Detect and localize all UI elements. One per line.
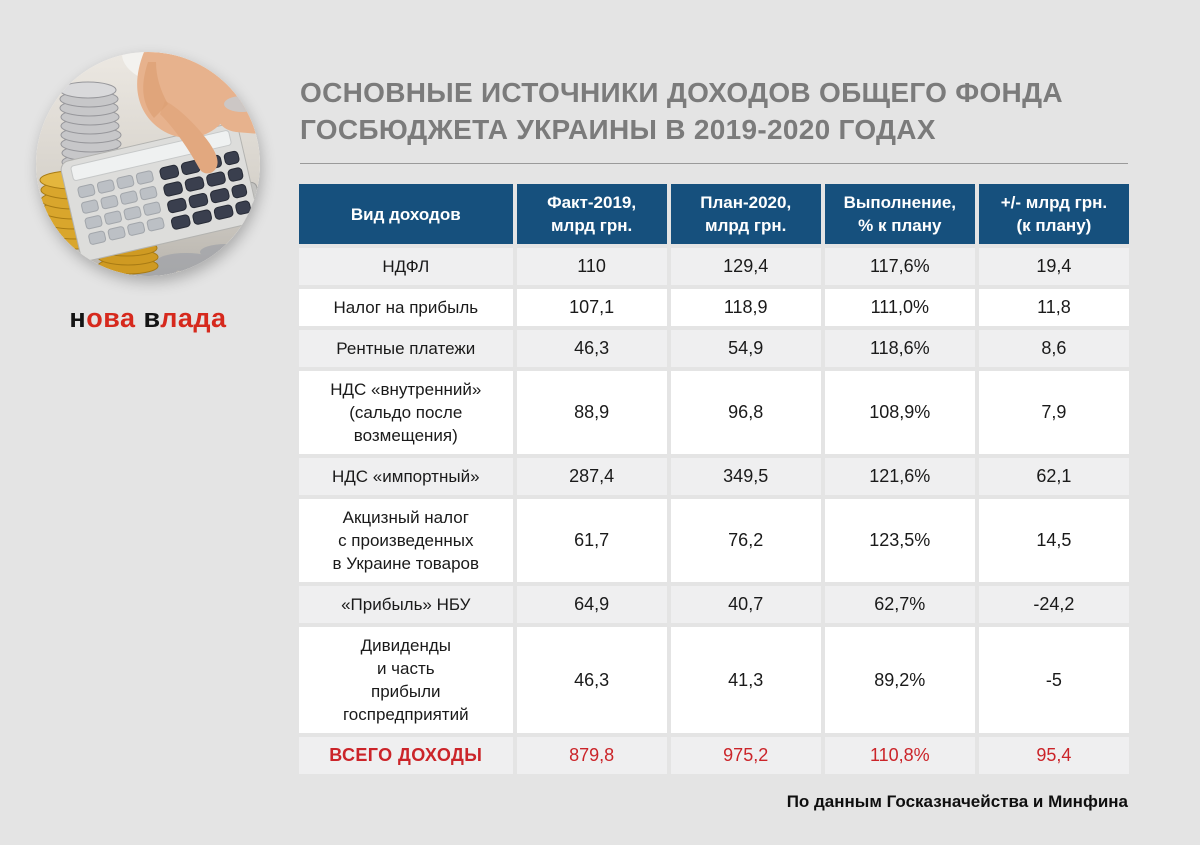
delta-cell: 11,8 [978, 289, 1129, 326]
column-header: Вид доходов [299, 184, 513, 244]
table-row: НДС «импортный» 287,4 349,5 121,6% 62,1 [299, 458, 1129, 495]
fact-2019-cell: 287,4 [516, 458, 667, 495]
delta-cell: 95,4 [978, 737, 1129, 774]
plan-2020-cell: 41,3 [670, 627, 821, 733]
column-header: Факт-2019, млрд грн. [516, 184, 667, 244]
source-note: По данным Госказначейства и Минфина [786, 792, 1128, 811]
calculator-coins-photo-illustration [36, 52, 260, 276]
plan-2020-cell: 96,8 [670, 371, 821, 454]
page-title: ОСНОВНЫЕ ИСТОЧНИКИ ДОХОДОВ ОБЩЕГО ФОНДА … [300, 74, 1128, 148]
execution-cell: 110,8% [824, 737, 975, 774]
plan-2020-cell: 129,4 [670, 248, 821, 285]
row-label-cell: «Прибыль» НБУ [299, 586, 513, 623]
page-title-line1: ОСНОВНЫЕ ИСТОЧНИКИ ДОХОДОВ ОБЩЕГО ФОНДА [300, 77, 1063, 108]
fact-2019-cell: 879,8 [516, 737, 667, 774]
plan-2020-cell: 118,9 [670, 289, 821, 326]
delta-cell: -5 [978, 627, 1129, 733]
table-row: Дивиденды и часть прибыли госпредприятий… [299, 627, 1129, 733]
execution-cell: 89,2% [824, 627, 975, 733]
row-label-cell: НДС «импортный» [299, 458, 513, 495]
table-body: НДФЛ 110 129,4 117,6% 19,4 Налог на прибыль 10… [299, 248, 1129, 774]
execution-cell: 118,6% [824, 330, 975, 367]
column-header: План-2020, млрд грн. [670, 184, 821, 244]
title-divider [300, 163, 1128, 164]
total-row: ВСЕГО ДОХОДЫ 879,8 975,2 110,8% 95,4 [299, 737, 1129, 774]
logo-word-vlada: влада [143, 303, 227, 333]
page-title-line2: ГОСБЮДЖЕТА УКРАИНЫ В 2019-2020 ГОДАХ [300, 114, 936, 145]
row-label-cell: Налог на прибыль [299, 289, 513, 326]
fact-2019-cell: 110 [516, 248, 667, 285]
logo: нова влада [36, 303, 260, 334]
execution-cell: 62,7% [824, 586, 975, 623]
fact-2019-cell: 107,1 [516, 289, 667, 326]
row-label-cell: ВСЕГО ДОХОДЫ [299, 737, 513, 774]
table-header-row: Вид доходов Факт-2019, млрд грн. План-2020… [299, 184, 1129, 244]
delta-cell: 62,1 [978, 458, 1129, 495]
main-content: ОСНОВНЫЕ ИСТОЧНИКИ ДОХОДОВ ОБЩЕГО ФОНДА … [299, 74, 1129, 812]
row-label-cell: НДС «внутренний» (сальдо после возмещени… [299, 371, 513, 454]
row-label-cell: Акцизный налог с произведенных в Украине… [299, 499, 513, 582]
execution-cell: 117,6% [824, 248, 975, 285]
row-label-cell: НДФЛ [299, 248, 513, 285]
execution-cell: 121,6% [824, 458, 975, 495]
table-row: Налог на прибыль 107,1 118,9 111,0% 11,8 [299, 289, 1129, 326]
table-row: НДС «внутренний» (сальдо после возмещени… [299, 371, 1129, 454]
column-header: +/- млрд грн. (к плану) [978, 184, 1129, 244]
plan-2020-cell: 40,7 [670, 586, 821, 623]
execution-cell: 123,5% [824, 499, 975, 582]
delta-cell: 7,9 [978, 371, 1129, 454]
column-header: Выполнение, % к плану [824, 184, 975, 244]
plan-2020-cell: 76,2 [670, 499, 821, 582]
execution-cell: 111,0% [824, 289, 975, 326]
delta-cell: 14,5 [978, 499, 1129, 582]
logo-word-nova: нова [69, 303, 136, 333]
row-label-cell: Рентные платежи [299, 330, 513, 367]
delta-cell: 8,6 [978, 330, 1129, 367]
table-row: «Прибыль» НБУ 64,9 40,7 62,7% -24,2 [299, 586, 1129, 623]
fact-2019-cell: 64,9 [516, 586, 667, 623]
budget-table: Вид доходов Факт-2019, млрд грн. План-2020… [295, 180, 1133, 778]
table-row: Рентные платежи 46,3 54,9 118,6% 8,6 [299, 330, 1129, 367]
fact-2019-cell: 46,3 [516, 330, 667, 367]
table-row: НДФЛ 110 129,4 117,6% 19,4 [299, 248, 1129, 285]
photo-circle [36, 52, 260, 276]
plan-2020-cell: 349,5 [670, 458, 821, 495]
fact-2019-cell: 46,3 [516, 627, 667, 733]
table-row: Акцизный налог с произведенных в Украине… [299, 499, 1129, 582]
plan-2020-cell: 975,2 [670, 737, 821, 774]
row-label-cell: Дивиденды и часть прибыли госпредприятий [299, 627, 513, 733]
fact-2019-cell: 61,7 [516, 499, 667, 582]
delta-cell: -24,2 [978, 586, 1129, 623]
fact-2019-cell: 88,9 [516, 371, 667, 454]
plan-2020-cell: 54,9 [670, 330, 821, 367]
delta-cell: 19,4 [978, 248, 1129, 285]
execution-cell: 108,9% [824, 371, 975, 454]
